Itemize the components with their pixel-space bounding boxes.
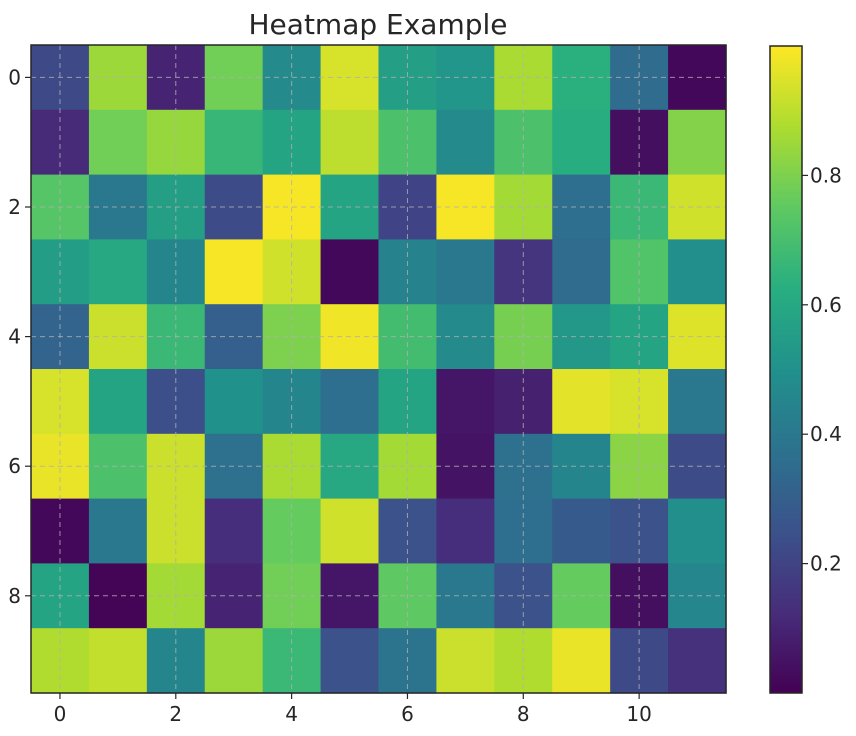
heatmap-cell	[88, 369, 148, 435]
heatmap-cell	[204, 369, 264, 435]
y-tick-label: 4	[8, 325, 21, 349]
heatmap-cell	[88, 498, 148, 564]
heatmap-cell	[668, 498, 727, 564]
heatmap-cell	[668, 628, 727, 694]
colorbar-tick-label: 0.2	[810, 552, 842, 576]
heatmap-cell	[320, 369, 380, 435]
heatmap-cell	[436, 369, 495, 435]
y-tick-label: 0	[8, 65, 21, 89]
heatmap-cell	[552, 628, 611, 694]
heatmap-cell	[88, 239, 148, 305]
plot-frame	[30, 44, 727, 694]
colorbar-tick-label: 0.8	[810, 163, 842, 187]
heatmap-cell	[436, 109, 495, 176]
y-tick-label: 6	[8, 454, 21, 478]
heatmap-cell	[320, 498, 380, 564]
x-tick-label: 0	[54, 702, 67, 726]
heatmap-cell	[436, 498, 495, 564]
heatmap-cell	[668, 239, 727, 305]
x-tick-label: 8	[517, 702, 530, 726]
y-tick-label: 2	[8, 195, 21, 219]
heatmap-cell	[552, 239, 611, 305]
heatmap-cell	[320, 109, 380, 176]
colorbar-ticks: 0.2 0.4 0.6 0.8	[802, 163, 842, 576]
heatmap-cell	[204, 628, 264, 694]
heatmap-cells	[31, 45, 727, 694]
heatmap-cell	[552, 498, 611, 564]
colorbar-tick-label: 0.6	[810, 293, 842, 317]
heatmap-cell	[436, 628, 495, 694]
heatmap-cell	[436, 239, 495, 305]
x-tick-label: 2	[169, 702, 182, 726]
heatmap-cell	[204, 109, 264, 176]
heatmap-cell	[88, 109, 148, 176]
colorbar-tick-label: 0.4	[810, 422, 842, 446]
y-axis-ticks: 0 2 4 6 8	[8, 65, 31, 608]
heatmap-cell	[88, 628, 148, 694]
grid-lines	[31, 45, 726, 693]
colorbar	[769, 45, 803, 694]
x-tick-label: 6	[401, 702, 414, 726]
heatmap-cell	[204, 239, 264, 305]
heatmap-cell	[320, 239, 380, 305]
heatmap-cell	[552, 369, 611, 435]
heatmap-cell	[320, 628, 380, 694]
chart-title: Heatmap Example	[249, 8, 508, 41]
heatmap-cell	[668, 369, 727, 435]
heatmap-cell	[204, 498, 264, 564]
x-tick-label: 4	[285, 702, 298, 726]
y-tick-label: 8	[8, 584, 21, 608]
x-tick-label: 10	[626, 702, 651, 726]
heatmap-cell	[668, 109, 727, 176]
heatmap-cell	[552, 109, 611, 176]
x-axis-ticks: 0 2 4 6 8 10	[54, 693, 652, 726]
